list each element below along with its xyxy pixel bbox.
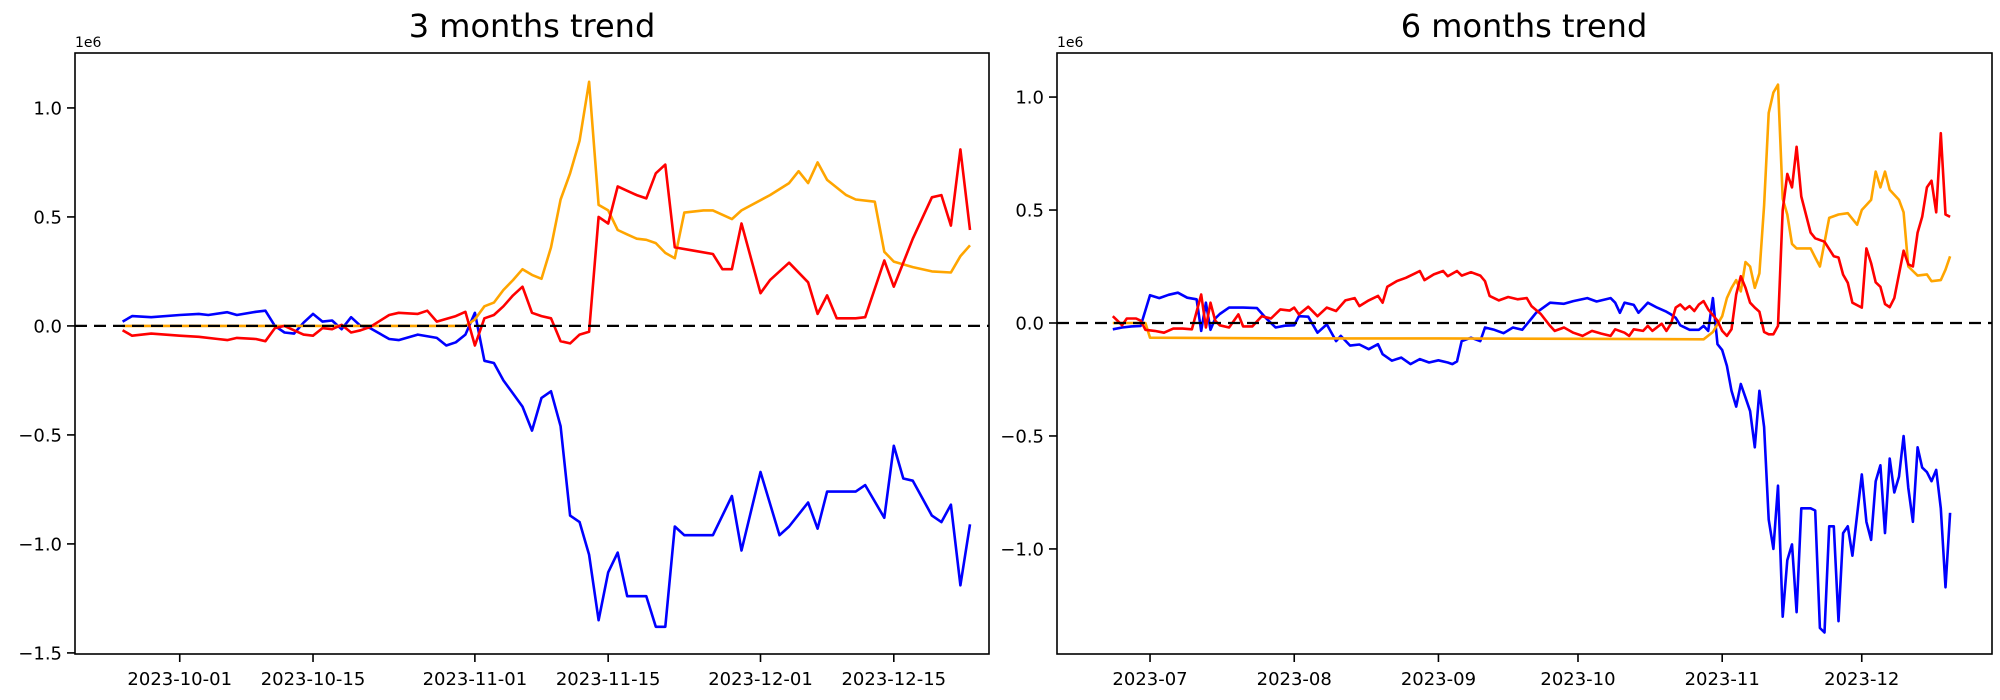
x-tick-label: 2023-11 bbox=[1685, 669, 1760, 690]
x-tick-label: 2023-11-15 bbox=[556, 669, 661, 690]
x-tick-label: 2023-07 bbox=[1112, 669, 1187, 690]
x-tick-label: 2023-12-01 bbox=[708, 669, 813, 690]
y-tick-label: −1.5 bbox=[18, 643, 62, 664]
y-tick-label: −1.0 bbox=[1000, 539, 1044, 560]
y-tick-label: 0.0 bbox=[1015, 313, 1044, 334]
y-tick-label: 0.5 bbox=[1015, 201, 1044, 222]
y-tick-label: −0.5 bbox=[18, 425, 62, 446]
x-tick-label: 2023-10 bbox=[1540, 669, 1615, 690]
y-axis-offset-label: 1e6 bbox=[75, 35, 102, 51]
y-tick-label: −0.5 bbox=[1000, 426, 1044, 447]
series-line-blue bbox=[121, 309, 972, 629]
y-tick-label: 1.0 bbox=[1015, 88, 1044, 109]
y-tick-label: −1.0 bbox=[18, 534, 62, 555]
y-axis-offset-label: 1e6 bbox=[1057, 35, 1084, 51]
series-line-red bbox=[1111, 131, 1951, 338]
x-tick-label: 2023-12 bbox=[1824, 669, 1899, 690]
series-line-blue bbox=[1112, 291, 1952, 634]
y-tick-label: 0.5 bbox=[33, 207, 62, 228]
chart-title: 6 months trend bbox=[1401, 7, 1648, 45]
series-line-red bbox=[121, 148, 972, 347]
x-tick-label: 2023-12-15 bbox=[841, 669, 946, 690]
x-tick-label: 2023-09 bbox=[1401, 669, 1476, 690]
plot-border bbox=[1056, 52, 1993, 655]
y-tick-label: 1.0 bbox=[33, 98, 62, 119]
chart-title: 3 months trend bbox=[409, 7, 656, 45]
plot-area bbox=[75, 80, 989, 629]
x-tick-label: 2023-11-01 bbox=[423, 669, 528, 690]
plot-area bbox=[1057, 83, 1992, 634]
x-tick-label: 2023-10-01 bbox=[127, 669, 232, 690]
series-line-orange bbox=[1112, 83, 1952, 341]
x-tick-label: 2023-10-15 bbox=[261, 669, 366, 690]
x-tick-label: 2023-08 bbox=[1257, 669, 1332, 690]
y-tick-label: 0.0 bbox=[33, 316, 62, 337]
plot-border bbox=[74, 52, 990, 655]
series-line-orange bbox=[122, 80, 971, 328]
